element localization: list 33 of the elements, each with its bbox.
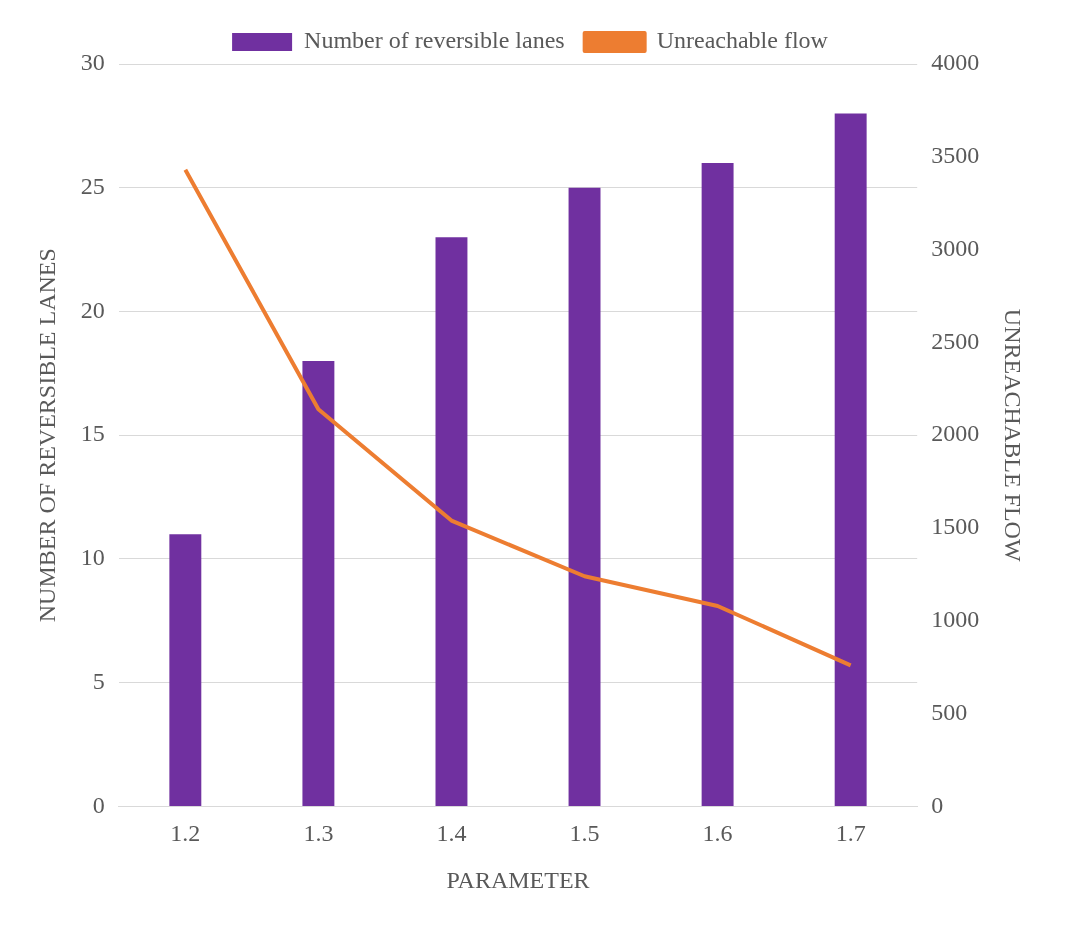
- y2-tick-label: 1000: [931, 606, 980, 633]
- y2-tick-label: 1500: [931, 513, 980, 540]
- y2-tick-label: 2000: [931, 420, 980, 447]
- y-tick-label: 5: [92, 667, 105, 694]
- bar: [701, 162, 734, 806]
- x-tick-label: 1.2: [170, 820, 201, 847]
- x-tick-label: 1.6: [702, 820, 733, 847]
- y-tick-label: 0: [92, 791, 105, 818]
- x-tick-label: 1.7: [835, 820, 866, 847]
- y-tick-label: 10: [80, 544, 105, 571]
- x-axis-title: PARAMETER: [446, 866, 590, 893]
- y2-tick-label: 2500: [931, 327, 980, 354]
- y2-tick-label: 0: [931, 791, 944, 818]
- bar: [169, 534, 202, 806]
- bar: [302, 360, 335, 806]
- y-axis-title: NUMBER OF REVERSIBLE LANES: [33, 248, 60, 623]
- bar: [834, 113, 867, 806]
- y2-tick-label: 3000: [931, 234, 980, 261]
- y2-axis-title: UNREACHABLE FLOW: [1000, 308, 1027, 562]
- y2-tick-label: 4000: [931, 49, 980, 76]
- y-tick-label: 30: [80, 49, 105, 76]
- y-tick-label: 25: [80, 173, 105, 200]
- x-tick-label: 1.4: [436, 820, 467, 847]
- bar: [435, 237, 468, 806]
- y-tick-label: 20: [80, 296, 105, 323]
- y2-tick-label: 3500: [931, 142, 980, 169]
- legend-label: Unreachable flow: [656, 27, 829, 54]
- bar: [568, 187, 601, 806]
- x-tick-label: 1.3: [303, 820, 334, 847]
- legend-label: Number of reversible lanes: [304, 27, 565, 54]
- x-tick-label: 1.5: [569, 820, 600, 847]
- y-tick-label: 15: [80, 420, 105, 447]
- y2-tick-label: 500: [931, 698, 968, 725]
